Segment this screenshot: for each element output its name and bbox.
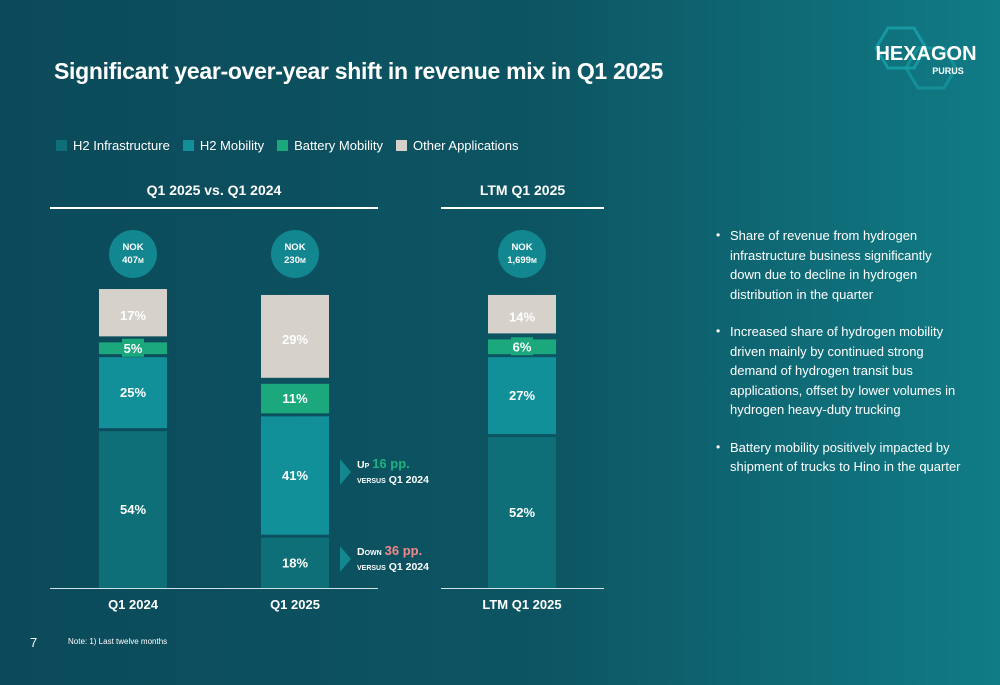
bar-segment — [488, 294, 556, 334]
logo-subtext: PURUS — [932, 66, 964, 76]
hexagon-purus-logo: HEXAGON PURUS — [874, 26, 976, 90]
annotation-down: Down 36 pp. versus Q1 2024 — [340, 543, 429, 575]
data-label: 6% — [513, 339, 532, 354]
data-label: 25% — [120, 385, 146, 400]
annotation-suffix: versus Q1 2024 — [357, 561, 429, 573]
annotation-value: 16 pp. — [372, 456, 410, 471]
x-tick-label: Q1 2025 — [270, 597, 320, 612]
page-number: 7 — [30, 635, 38, 650]
chart-legend: H2 Infrastructure H2 Mobility Battery Mobi… — [56, 138, 519, 153]
data-label: 5% — [124, 341, 143, 356]
bar-segment — [99, 431, 167, 588]
data-label: 54% — [120, 502, 146, 517]
x-axis-line — [50, 588, 378, 589]
data-label: 11% — [282, 391, 308, 406]
badge-value: 407 — [122, 254, 138, 266]
bar-segment — [488, 357, 556, 435]
data-label-badge — [122, 338, 144, 357]
bar-segment — [261, 416, 329, 535]
legend-label: H2 Mobility — [199, 138, 265, 153]
badge-amount: 407M — [109, 254, 157, 268]
bullet-item: Increased share of hydrogen mobility dri… — [716, 322, 966, 420]
annotation-suffix: versus Q1 2024 — [357, 474, 429, 486]
legend-swatch — [396, 140, 407, 151]
badge-currency: NOK — [122, 241, 144, 253]
section-divider — [50, 207, 378, 209]
total-revenue-badge: NOK 230M — [271, 230, 319, 278]
annotation-prefix: Up — [357, 459, 370, 471]
legend-item: Other Applications — [396, 138, 519, 153]
bar-segment — [488, 437, 556, 588]
section-heading-ltm: LTM Q1 2025 — [479, 182, 566, 198]
total-revenue-badge: NOK 407M — [109, 230, 157, 278]
data-label: 29% — [282, 332, 308, 347]
badge-amount: 230M — [271, 254, 319, 268]
bullet-item: Share of revenue from hydrogen infrastru… — [716, 226, 966, 304]
logo-wordmark: HEXAGON — [875, 43, 976, 65]
data-label-badge — [284, 389, 306, 408]
page-title: Significant year-over-year shift in reve… — [54, 58, 663, 84]
annotation-prefix: Down — [357, 546, 382, 558]
x-tick-label: LTM Q1 2025 — [482, 597, 562, 612]
annotation-up: Up 16 pp. versus Q1 2024 — [340, 456, 429, 488]
badge-unit: M — [530, 257, 537, 265]
legend-swatch — [56, 140, 67, 151]
bar-segment — [99, 289, 167, 337]
legend-item: Battery Mobility — [277, 138, 383, 153]
section-heading-comparison: Q1 2025 vs. Q1 2024 — [146, 182, 282, 198]
badge-value: 1,699 — [507, 254, 531, 266]
badge-currency: NOK — [284, 241, 306, 253]
legend-swatch — [277, 140, 289, 151]
total-revenue-badge: NOK 1,699M — [498, 230, 546, 278]
data-label: 14% — [509, 310, 535, 325]
data-label: 27% — [509, 388, 535, 403]
legend-label: H2 Infrastructure — [73, 138, 170, 153]
badge-unit: M — [138, 257, 144, 265]
data-label: 41% — [282, 468, 308, 483]
section-divider — [441, 207, 604, 209]
legend-item: H2 Infrastructure — [56, 138, 170, 153]
badge-value: 230 — [284, 254, 300, 266]
bullet-list: Share of revenue from hydrogen infrastru… — [716, 226, 966, 495]
data-label: 18% — [282, 555, 308, 570]
legend-item: H2 Mobility — [182, 138, 265, 153]
x-tick-label: Q1 2024 — [108, 597, 158, 612]
badge-unit: M — [300, 257, 306, 265]
badge-currency: NOK — [511, 241, 533, 253]
legend-label: Battery Mobility — [294, 138, 383, 153]
footnote: Note: 1) Last twelve months — [68, 637, 168, 646]
data-label: 52% — [509, 505, 535, 520]
bar-segment — [261, 537, 329, 588]
bullet-item: Battery mobility positively impacted by … — [716, 438, 966, 477]
x-axis-line — [441, 588, 604, 589]
triangle-marker-icon — [340, 546, 351, 572]
triangle-marker-icon — [340, 459, 351, 485]
data-label: 17% — [120, 308, 146, 323]
badge-amount: 1,699M — [498, 254, 546, 268]
legend-swatch — [182, 140, 194, 151]
annotation-value: 36 pp. — [384, 543, 423, 558]
bar-segment — [261, 294, 329, 378]
data-label-badge — [511, 337, 533, 356]
legend-label: Other Applications — [413, 138, 519, 153]
bar-segment — [99, 357, 167, 429]
